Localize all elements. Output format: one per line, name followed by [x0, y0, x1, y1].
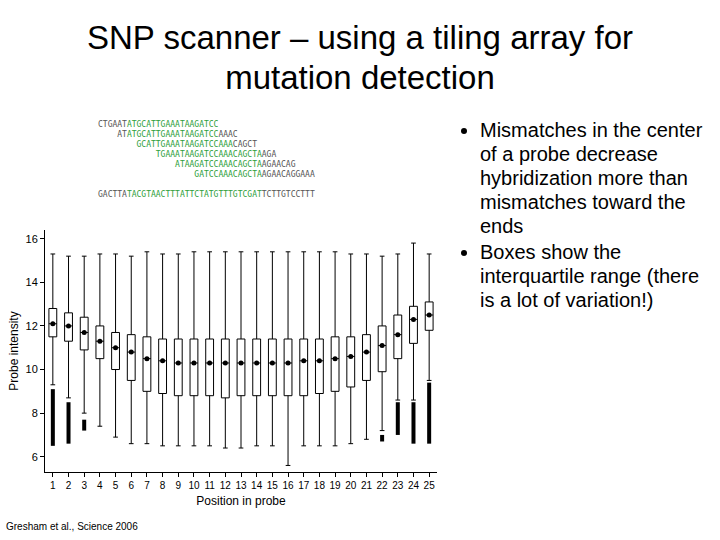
svg-text:13: 13 — [235, 480, 247, 491]
svg-text:23: 23 — [392, 480, 404, 491]
svg-text:24: 24 — [408, 480, 420, 491]
svg-text:7: 7 — [144, 480, 150, 491]
svg-text:18: 18 — [314, 480, 326, 491]
svg-text:9: 9 — [175, 480, 181, 491]
html-text:CTGAAT ATGCATTGAAATAAGATCC: CTGAAT ATGCATTGAAATAAGATCC — [98, 120, 219, 129]
html-text:Gresham et al., Science 2006: Gresham et al., Science 2006 — [6, 521, 138, 532]
html-text:AT ATGCATTGAAATAAGATCC AAAC: AT ATGCATTGAAATAAGATCC AAAC — [98, 130, 238, 139]
svg-text:6: 6 — [128, 480, 134, 491]
svg-text:17: 17 — [298, 480, 310, 491]
svg-text:6: 6 — [32, 451, 38, 463]
svg-text:12: 12 — [26, 320, 38, 332]
html-text:Mismatches in the center of a: Mismatches in the center of a probe decr… — [480, 119, 703, 237]
svg-text:12: 12 — [220, 480, 232, 491]
html-text:SNP scanner – using a tiling a: SNP scanner – using a tiling array for m… — [87, 19, 633, 96]
svg-text:10: 10 — [26, 363, 38, 375]
svg-text:11: 11 — [204, 480, 215, 491]
svg-text:1: 1 — [50, 480, 56, 491]
svg-text:5: 5 — [113, 480, 119, 491]
svg-text:25: 25 — [424, 480, 436, 491]
svg-text:Position in probe: Position in probe — [196, 494, 286, 508]
svg-text:21: 21 — [361, 480, 373, 491]
svg-text:3: 3 — [81, 480, 87, 491]
svg-text:2: 2 — [66, 480, 72, 491]
html-text:GACTTA TACGTAACTTTATTCTATGTTTG: GACTTA TACGTAACTTTATTCTATGTTTGTCGAT TCTT… — [98, 190, 315, 199]
svg-text:16: 16 — [282, 480, 294, 491]
svg-text:8: 8 — [32, 407, 38, 419]
html-text:Boxes show the interquartile r: Boxes show the interquartile range (ther… — [480, 241, 699, 311]
svg-text:14: 14 — [251, 480, 263, 491]
html-text:GCATTGAAATAAGATCCAAA CAGCT: GCATTGAAATAAGATCCAAA CAGCT — [136, 140, 257, 149]
svg-text:15: 15 — [267, 480, 279, 491]
html-text:ATAAGATCCAAACAGCTA AGAACAG: ATAAGATCCAAACAGCTA AGAACAG — [175, 160, 296, 169]
svg-text:14: 14 — [26, 276, 38, 288]
svg-text:16: 16 — [26, 233, 38, 245]
svg-text:Probe intensity: Probe intensity — [7, 311, 21, 390]
svg-text:8: 8 — [160, 480, 166, 491]
html-text:GATCCAAACAGCTA AGAACAGGAAA: GATCCAAACAGCTA AGAACAGGAAA — [194, 170, 315, 179]
svg-text:19: 19 — [330, 480, 342, 491]
svg-text:10: 10 — [188, 480, 200, 491]
svg-text:20: 20 — [345, 480, 357, 491]
svg-text:4: 4 — [97, 480, 103, 491]
html-text:TGAAATAAGATCCAAACAGCTA AGA: TGAAATAAGATCCAAACAGCTA AGA — [155, 150, 277, 159]
svg-text:22: 22 — [377, 480, 389, 491]
